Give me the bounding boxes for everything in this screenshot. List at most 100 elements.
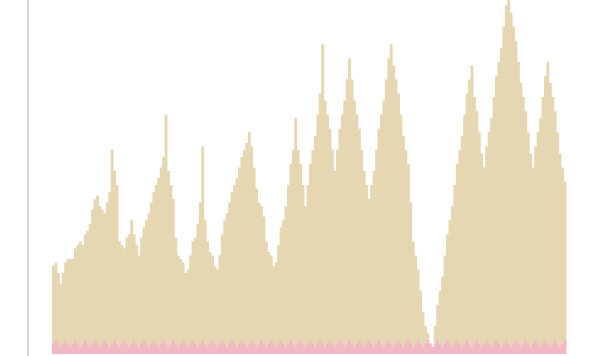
bar-series-2-178 [487, 343, 491, 354]
bar-series-2-168 [463, 343, 467, 354]
bar-series-2-197 [534, 339, 538, 354]
bar-series-1-23 [108, 192, 112, 347]
bar-series-1-57 [191, 241, 195, 340]
bar-series-2-83 [255, 346, 258, 354]
bar-series-2-173 [475, 339, 479, 354]
bar-series-1-38 [145, 220, 148, 344]
bar-series-1-22 [105, 202, 109, 344]
bar-series-1-74 [233, 185, 236, 344]
bar-series-1-127 [362, 170, 366, 347]
bar-series-1-132 [375, 149, 378, 344]
bar-series-1-200 [541, 97, 545, 344]
bar-series-2-162 [448, 343, 452, 354]
bar-series-2-6 [66, 343, 70, 354]
bar-series-2-176 [482, 343, 486, 354]
bar-series-1-93 [279, 227, 283, 340]
bar-series-2-18 [96, 343, 99, 354]
bar-series-1-16 [91, 209, 95, 344]
bar-series-1-124 [355, 114, 359, 344]
bar-series-1-3 [59, 283, 63, 347]
bar-series-1-181 [495, 75, 498, 340]
bar-series-2-189 [514, 339, 518, 354]
bar-series-2-184 [502, 343, 506, 354]
bar-series-1-98 [291, 149, 295, 344]
bar-series-2-196 [531, 343, 535, 354]
bar-series-1-112 [326, 114, 329, 344]
bar-series-1-8 [71, 258, 75, 344]
bar-series-2-35 [137, 346, 141, 354]
bar-series-2-47 [167, 346, 170, 354]
bar-series-1-52 [179, 258, 183, 344]
bar-series-1-18 [96, 195, 99, 344]
bar-series-2-155 [431, 346, 435, 354]
bar-series-1-197 [534, 146, 538, 340]
bar-series-2-99 [294, 346, 298, 354]
bar-series-1-143 [402, 135, 405, 347]
bar-series-2-25 [113, 339, 117, 354]
bar-series-1-78 [242, 149, 246, 344]
bar-series-1-135 [382, 100, 386, 347]
bar-series-2-43 [157, 346, 161, 354]
bar-series-1-0 [52, 266, 55, 344]
bar-series-1-144 [404, 149, 408, 344]
bar-series-2-145 [406, 339, 410, 354]
bar-series-1-151 [421, 311, 425, 347]
bar-series-2-28 [120, 343, 124, 354]
bar-series-2-62 [203, 343, 207, 354]
bar-series-1-49 [171, 199, 175, 340]
bar-series-2-21 [103, 339, 107, 354]
bar-series-2-74 [233, 343, 236, 354]
bar-series-1-117 [338, 128, 342, 340]
bar-series-2-195 [529, 346, 533, 354]
bar-series-1-51 [176, 255, 180, 347]
bar-series-2-109 [318, 339, 322, 354]
bar-series-2-23 [108, 346, 112, 354]
bar-series-1-2 [56, 273, 60, 344]
bar-series-1-107 [313, 135, 317, 347]
bar-series-1-161 [446, 234, 449, 340]
bar-series-1-95 [284, 206, 288, 347]
bar-series-1-20 [100, 209, 104, 344]
bar-series-2-11 [78, 346, 82, 354]
bar-series-1-48 [169, 185, 173, 344]
bar-series-1-184 [502, 26, 506, 344]
bar-series-2-84 [257, 343, 261, 354]
bar-series-1-92 [277, 244, 281, 344]
bar-series-2-110 [321, 343, 325, 354]
bar-series-1-138 [389, 44, 393, 344]
bar-series-2-143 [402, 346, 405, 354]
bar-series-1-158 [438, 290, 442, 344]
bar-series-1-199 [539, 118, 542, 347]
bar-series-2-148 [414, 343, 418, 354]
bar-series-1-195 [529, 153, 533, 347]
bar-series-2-147 [411, 346, 415, 354]
bar-series-2-75 [235, 346, 239, 354]
bar-series-2-5 [64, 339, 68, 354]
bar-series-1-116 [335, 149, 339, 344]
bar-series-2-78 [242, 343, 246, 354]
bar-series-1-209 [563, 181, 567, 340]
bar-series-1-53 [181, 262, 185, 340]
bar-series-2-186 [507, 343, 511, 354]
bar-series-1-21 [103, 213, 107, 340]
bar-series-1-83 [255, 188, 258, 347]
bar-series-2-200 [541, 343, 545, 354]
bar-series-2-180 [492, 343, 496, 354]
bar-series-2-194 [526, 343, 530, 354]
bar-series-2-103 [304, 346, 307, 354]
bar-series-1-204 [551, 97, 555, 344]
bar-series-2-52 [179, 343, 183, 354]
bar-series-2-150 [419, 343, 422, 354]
bar-series-1-56 [189, 255, 192, 344]
bar-series-1-10 [76, 244, 80, 344]
bar-series-1-165 [455, 163, 459, 340]
bar-series-1-7 [69, 258, 72, 347]
bar-series-1-114 [331, 149, 334, 344]
bar-series-2-86 [262, 343, 266, 354]
bar-series-1-36 [140, 237, 143, 344]
bar-series-2-164 [453, 343, 457, 354]
bar-series-2-132 [375, 343, 378, 354]
bar-series-2-91 [274, 346, 278, 354]
bar-series-2-187 [509, 346, 513, 354]
